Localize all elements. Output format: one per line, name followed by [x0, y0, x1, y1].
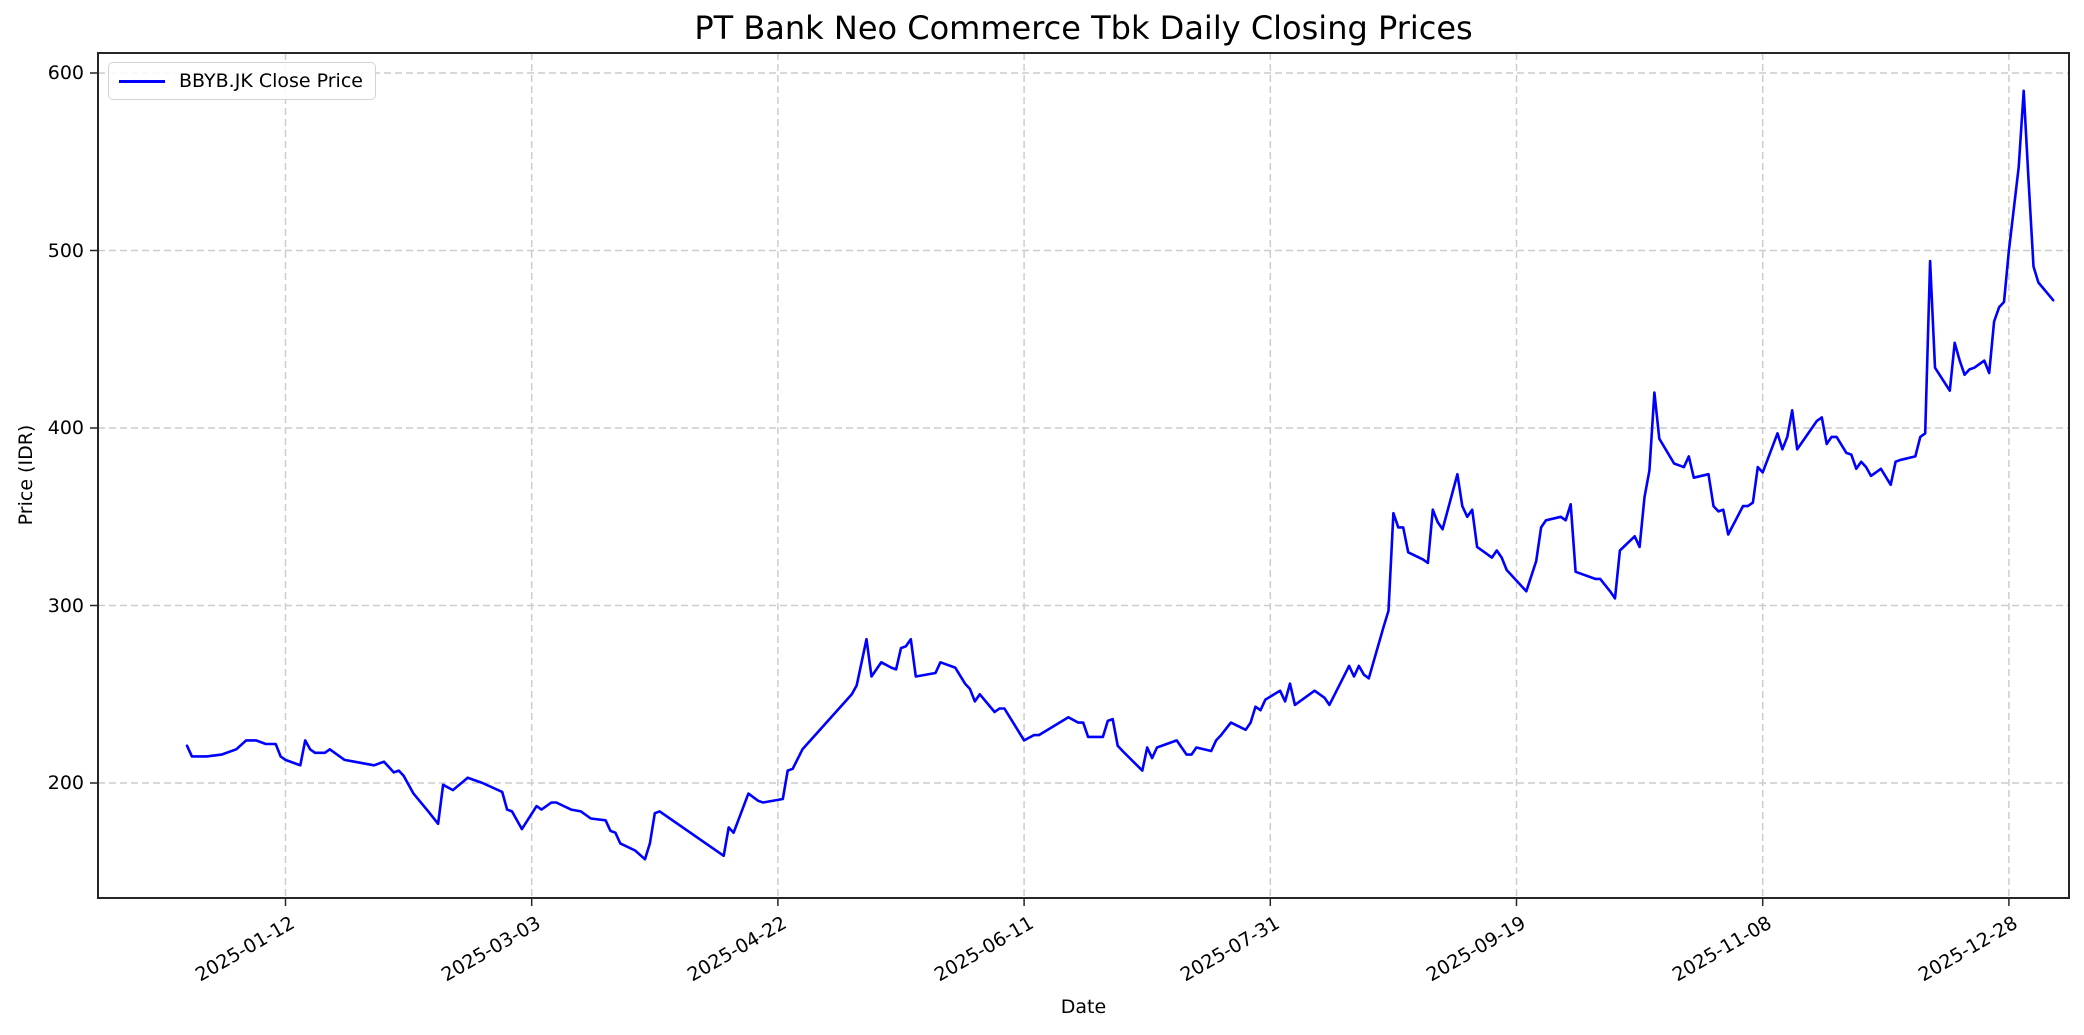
legend: BBYB.JK Close Price [108, 62, 376, 100]
y-tick-label: 200 [47, 772, 84, 794]
y-tick-label: 300 [47, 594, 84, 617]
y-tick-label: 500 [47, 239, 84, 262]
x-axis-label: Date [1060, 996, 1107, 1018]
y-axis-label: Price (IDR) [15, 424, 37, 526]
axis-ticks [90, 72, 2010, 906]
grid-lines [98, 53, 2069, 898]
chart-title: PT Bank Neo Commerce Tbk Daily Closing P… [694, 9, 1473, 47]
legend-label: BBYB.JK Close Price [179, 70, 363, 92]
price-line [185, 89, 2055, 861]
y-tick-label: 600 [47, 62, 84, 84]
legend-line-swatch [119, 79, 165, 83]
axes-frame [97, 52, 2070, 899]
y-tick-label: 400 [47, 417, 84, 439]
